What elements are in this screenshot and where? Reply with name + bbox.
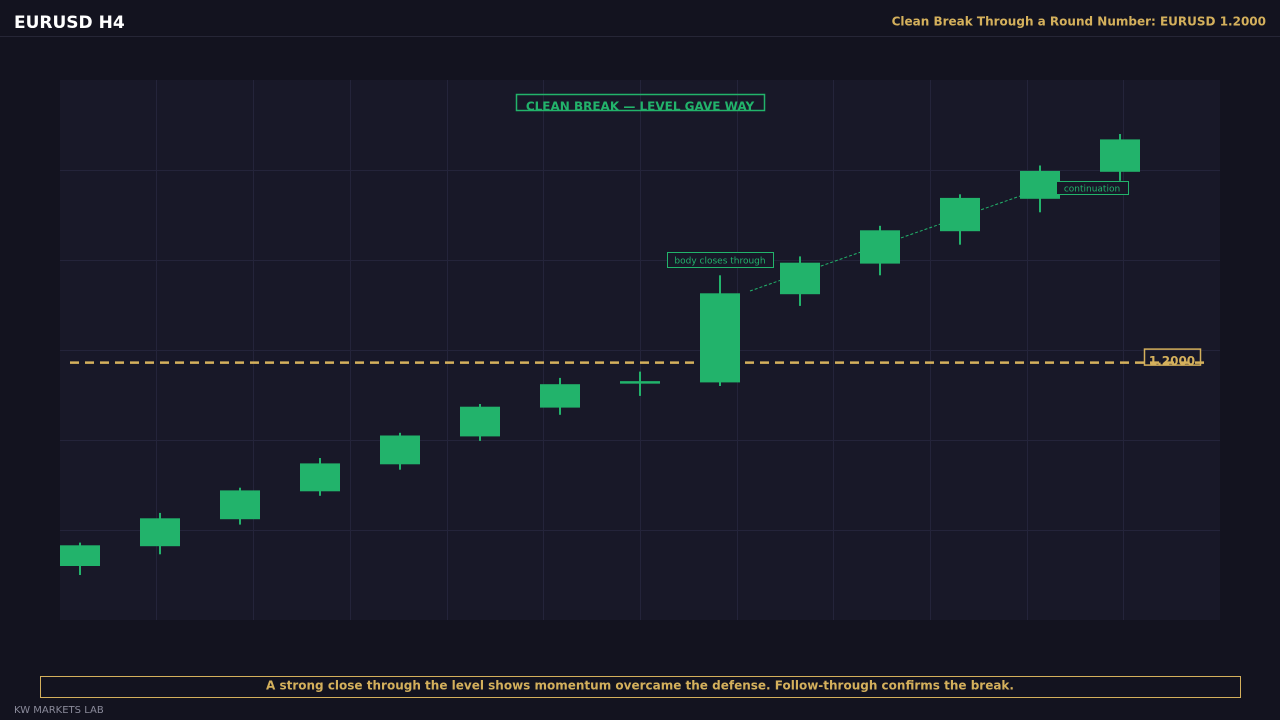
candle-body (60, 545, 100, 566)
candle-body (700, 293, 740, 383)
candle-body (140, 518, 180, 547)
headline-box (515, 93, 766, 112)
level-label: 1.2000 (1149, 354, 1195, 368)
headline: CLEAN BREAK — LEVEL GAVE WAY (526, 100, 755, 114)
caption-box (40, 676, 1241, 698)
candle-body (1100, 139, 1140, 172)
candle-body (620, 381, 660, 384)
level-label-box (1143, 348, 1202, 366)
footer: KW MARKETS LAB (14, 705, 104, 716)
header-title: Clean Break Through a Round Number: EURU… (892, 15, 1266, 29)
caption: A strong close through the level shows m… (266, 679, 1014, 693)
continuation-box (1056, 181, 1129, 195)
candle-body (380, 435, 420, 465)
candle-body (860, 230, 900, 264)
symbol: EURUSD H4 (14, 13, 125, 33)
candle-body (540, 384, 580, 408)
marks: 1.2000 (60, 134, 1208, 575)
candle-body (940, 197, 980, 232)
continuation-annotation: continuation (1064, 185, 1120, 195)
candle-body (1020, 170, 1060, 199)
break-annotation: body closes through (674, 257, 765, 267)
candle-body (300, 463, 340, 492)
candle-body (460, 406, 500, 437)
candle-body (780, 262, 820, 295)
candle-body (220, 490, 260, 520)
break-box (667, 252, 774, 268)
grid (60, 170, 1220, 531)
